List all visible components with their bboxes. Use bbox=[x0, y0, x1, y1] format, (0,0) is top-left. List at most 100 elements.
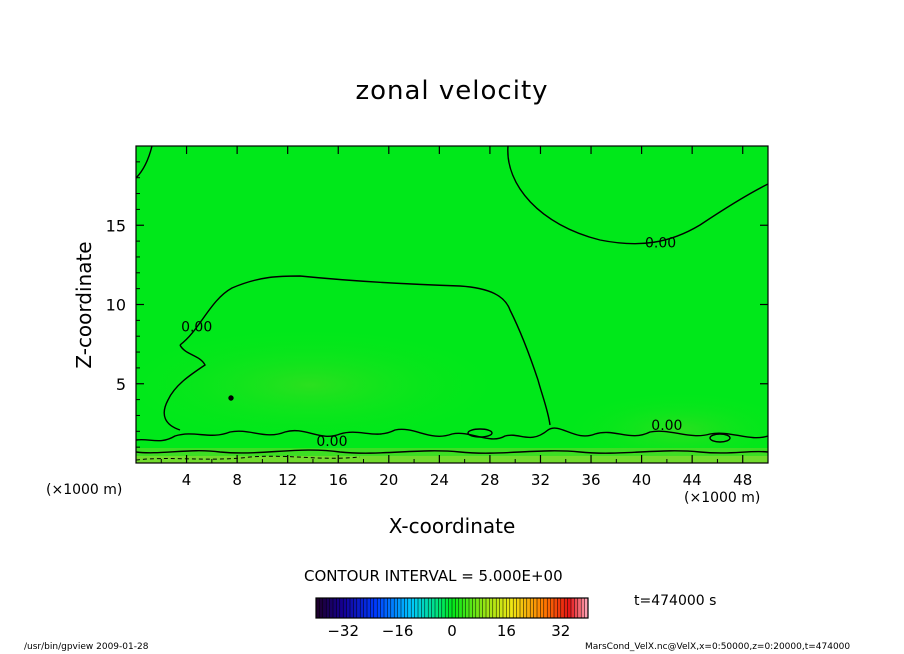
colorbar-segment bbox=[458, 598, 463, 618]
colorbar-segment bbox=[472, 598, 477, 618]
x-tick-label: 48 bbox=[733, 471, 752, 489]
colorbar-tick-label: −16 bbox=[382, 622, 414, 640]
colorbar-segment bbox=[489, 598, 494, 618]
colorbar-segment bbox=[343, 598, 347, 618]
colorbar-segment bbox=[339, 598, 344, 618]
colorbar-tick-label: −32 bbox=[327, 622, 359, 640]
colorbar-segment bbox=[516, 598, 521, 618]
colorbar-segment bbox=[360, 598, 364, 618]
colorbar-segment bbox=[475, 598, 480, 618]
colorbar-segment bbox=[404, 598, 409, 618]
colorbar-segment bbox=[537, 598, 541, 618]
colorbar-segment bbox=[465, 598, 470, 618]
colorbar-segment bbox=[421, 598, 426, 618]
colorbar-segment bbox=[452, 598, 456, 618]
colorbar-segment bbox=[492, 598, 497, 618]
contour-line-middle bbox=[179, 275, 551, 426]
colorbar-segment bbox=[384, 598, 388, 618]
colorbar-segment bbox=[394, 598, 398, 618]
y-tick-label: 5 bbox=[116, 375, 126, 394]
colorbar-tick-label: 0 bbox=[447, 622, 457, 640]
contour-labels: 0.00 0.00 0.00 0.00 bbox=[181, 236, 682, 450]
colorbar-segment bbox=[533, 598, 538, 618]
colorbar-segment bbox=[455, 598, 460, 618]
time-label: t=474000 s bbox=[634, 593, 717, 609]
colorbar-segment bbox=[401, 598, 405, 618]
plot-area: 0.00 0.00 0.00 0.00 bbox=[136, 146, 768, 463]
field-bottom-band bbox=[136, 456, 768, 463]
colorbar-segment bbox=[550, 598, 555, 618]
colorbar-segment bbox=[560, 598, 565, 618]
contour-line-upper-right bbox=[507, 146, 768, 245]
y-tick-label: 10 bbox=[106, 296, 126, 315]
colorbar-segment bbox=[571, 598, 575, 618]
contour-lines bbox=[136, 146, 768, 461]
x-tick-label: 32 bbox=[531, 471, 550, 489]
colorbar-segment bbox=[499, 598, 504, 618]
x-unit-label-right: (×1000 m) bbox=[684, 490, 761, 506]
colorbar-segment bbox=[336, 598, 341, 618]
colorbar-segment bbox=[329, 598, 334, 618]
colorbar-segment bbox=[448, 598, 453, 618]
colorbar-segment bbox=[377, 598, 381, 618]
colorbar-segment bbox=[503, 598, 507, 618]
colorbar-segment bbox=[326, 598, 330, 618]
colorbar-segment bbox=[316, 598, 320, 618]
colorbar-segment bbox=[380, 598, 385, 618]
colorbar-segment bbox=[411, 598, 415, 618]
colorbar-segment bbox=[435, 598, 439, 618]
colorbar-segment bbox=[496, 598, 500, 618]
x-tick-label: 24 bbox=[430, 471, 449, 489]
colorbar-segment bbox=[333, 598, 337, 618]
contour-line-lower-2 bbox=[136, 449, 768, 454]
x-tick-label: 40 bbox=[632, 471, 651, 489]
colorbar-segment bbox=[353, 598, 358, 618]
contour-dot bbox=[228, 395, 234, 401]
colorbar-segment bbox=[513, 598, 517, 618]
contour-label: 0.00 bbox=[645, 236, 676, 252]
x-axis-ticks: 4 8 12 16 20 24 28 32 36 40 44 48 bbox=[160, 146, 752, 489]
colorbar-segment bbox=[356, 598, 361, 618]
colorbar-segment bbox=[486, 598, 490, 618]
colorbar-tick-label: 16 bbox=[497, 622, 516, 640]
colorbar-segment bbox=[564, 598, 568, 618]
colorbar-segment bbox=[509, 598, 514, 618]
contour-label: 0.00 bbox=[316, 434, 347, 450]
colorbar-segment bbox=[350, 598, 354, 618]
colorbar-segment bbox=[577, 598, 582, 618]
x-tick-label: 28 bbox=[480, 471, 499, 489]
colorbar-segment bbox=[373, 598, 378, 618]
colorbar-segment bbox=[346, 598, 351, 618]
colorbar-segment bbox=[438, 598, 443, 618]
x-tick-label: 16 bbox=[329, 471, 348, 489]
colorbar-segment bbox=[462, 598, 466, 618]
colorbar-segment bbox=[363, 598, 368, 618]
colorbar-segment bbox=[479, 598, 483, 618]
colorbar-segment bbox=[530, 598, 534, 618]
colorbar-segment bbox=[506, 598, 511, 618]
colorbar-segment bbox=[322, 598, 327, 618]
contour-label: 0.00 bbox=[651, 418, 682, 434]
x-tick-label: 4 bbox=[182, 471, 192, 489]
contour-loop bbox=[709, 433, 731, 443]
contour-line-upper-left bbox=[136, 146, 153, 179]
colorbar-segment bbox=[387, 598, 392, 618]
x-tick-label: 36 bbox=[581, 471, 600, 489]
x-unit-label-left: (×1000 m) bbox=[46, 482, 123, 498]
colorbar-segment bbox=[370, 598, 375, 618]
x-tick-label: 20 bbox=[379, 471, 398, 489]
x-tick-label: 8 bbox=[232, 471, 242, 489]
colorbar-segment bbox=[557, 598, 562, 618]
colorbar-segment bbox=[540, 598, 545, 618]
x-tick-label: 44 bbox=[683, 471, 702, 489]
colorbar-segment bbox=[319, 598, 324, 618]
contour-line-lower-1 bbox=[136, 427, 768, 442]
contour-interval: CONTOUR INTERVAL = 5.000E+00 bbox=[304, 567, 563, 585]
chart-title: zonal velocity bbox=[355, 76, 549, 106]
colorbar-segment bbox=[441, 598, 446, 618]
colorbar-ticks: −32 −16 0 16 32 bbox=[327, 622, 570, 640]
colorbar-frame bbox=[315, 597, 589, 619]
contour-line-left-wiggle bbox=[163, 344, 206, 431]
colorbar-segment bbox=[469, 598, 473, 618]
